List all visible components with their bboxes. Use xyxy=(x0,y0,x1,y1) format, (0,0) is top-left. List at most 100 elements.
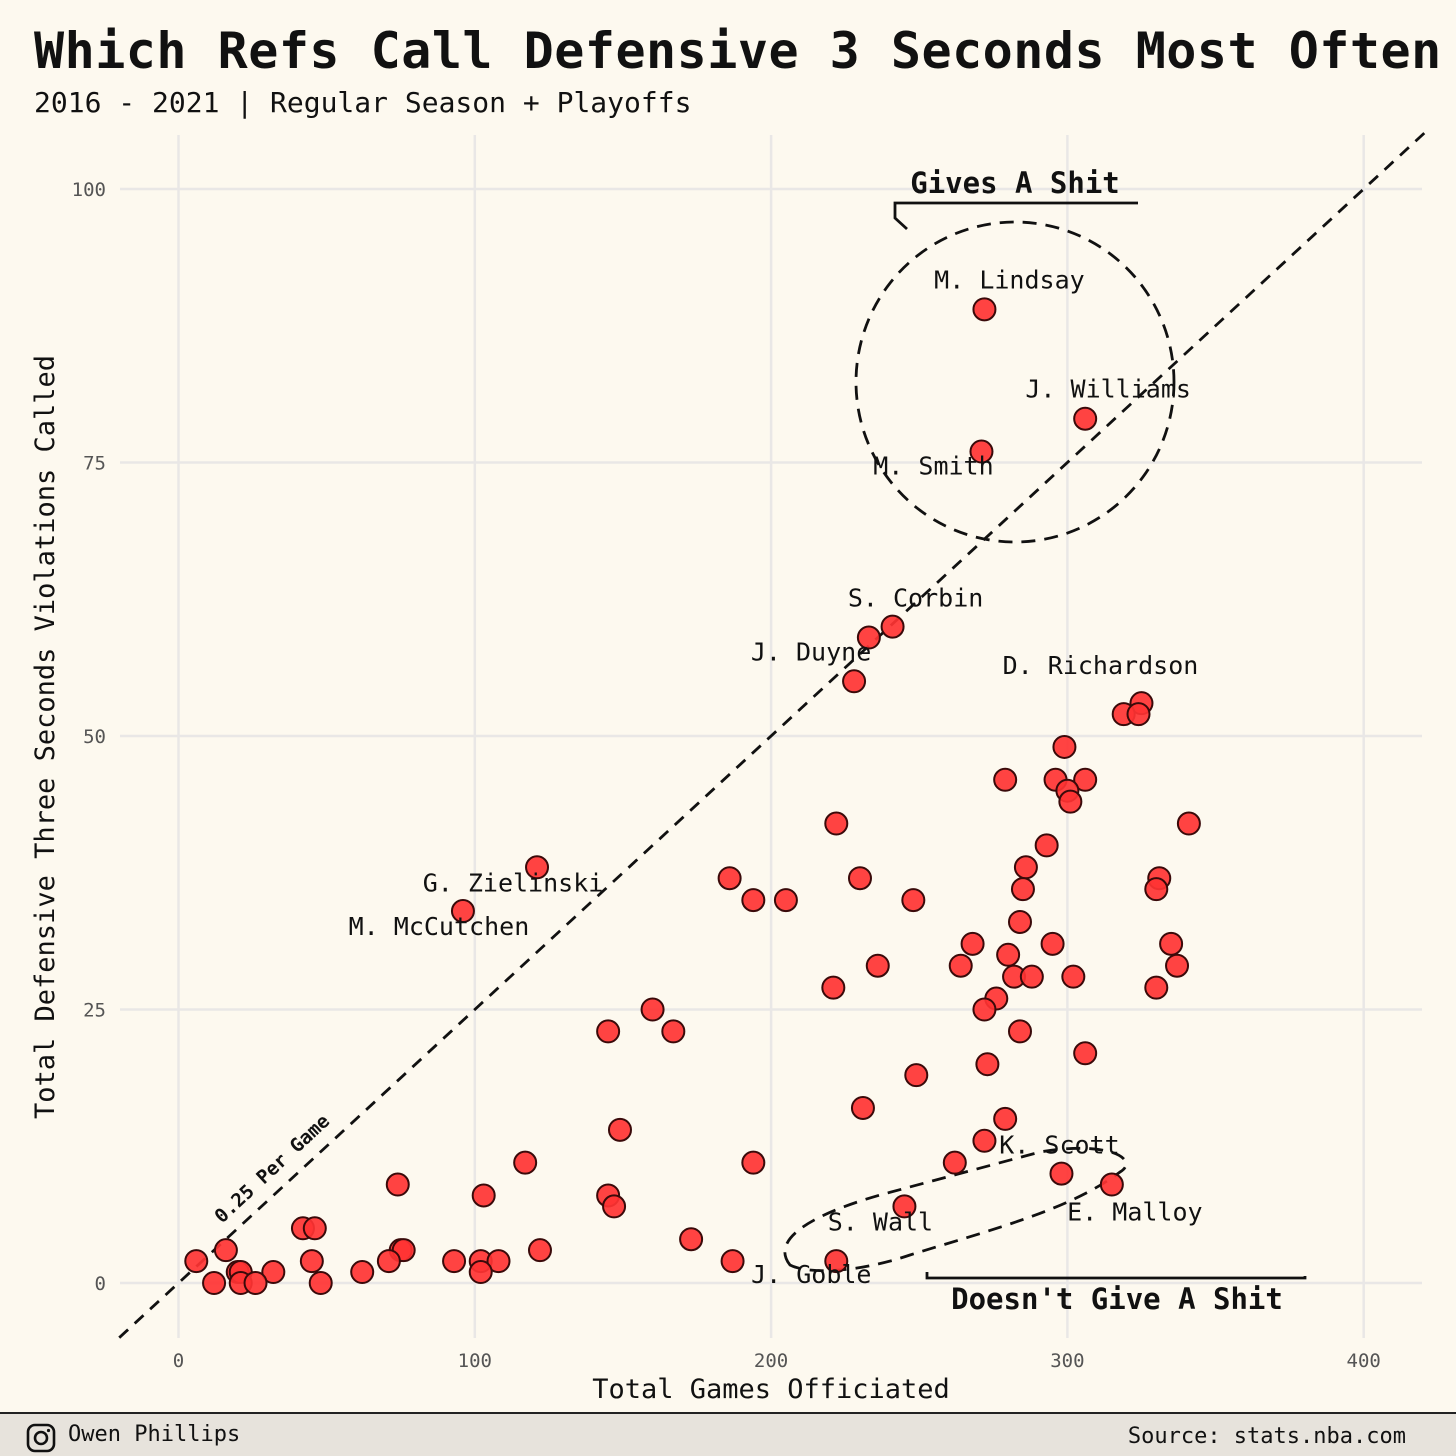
data-point xyxy=(213,1238,238,1263)
data-point xyxy=(468,1260,493,1285)
data-point xyxy=(679,1227,704,1252)
data-point xyxy=(1126,702,1151,727)
data-point xyxy=(1007,1019,1032,1044)
data-point xyxy=(865,953,890,978)
doesnt-bracket xyxy=(925,1272,1307,1280)
data-point xyxy=(993,767,1018,792)
reference-line xyxy=(118,130,1427,1339)
scatter-chart: 0 100 200 300 400 0 25 50 75 100 M. Lindsay J. Wil… xyxy=(30,130,1427,1405)
data-point xyxy=(602,1194,627,1219)
data-point xyxy=(717,866,742,891)
gives-circle xyxy=(854,220,1176,544)
data-point xyxy=(1061,964,1086,989)
x-tick-label: 300 xyxy=(1050,1350,1084,1372)
data-point xyxy=(842,669,867,694)
data-point xyxy=(821,975,846,1000)
footer-bar: Owen Phillips Source: stats.nba.com xyxy=(0,1412,1456,1456)
data-point xyxy=(1007,909,1032,934)
point-label: G. Zielinski xyxy=(423,868,604,897)
point-label: K. Scott xyxy=(999,1131,1119,1160)
point-label: S. Corbin xyxy=(848,584,983,613)
doesnt-ellipse xyxy=(783,1146,1128,1273)
data-point xyxy=(948,953,973,978)
data-point xyxy=(972,297,997,322)
data-point xyxy=(261,1260,286,1285)
chart-title: Which Refs Call Defensive 3 Seconds Most… xyxy=(34,22,1442,80)
data-point xyxy=(1073,1041,1098,1066)
point-label: J. Williams xyxy=(1025,375,1191,404)
data-point xyxy=(350,1260,375,1285)
data-point xyxy=(376,1249,401,1274)
point-label: S. Wall xyxy=(828,1207,933,1236)
data-point xyxy=(773,888,798,913)
data-point xyxy=(880,614,905,639)
data-point xyxy=(486,1249,511,1274)
data-point xyxy=(824,811,849,836)
data-point xyxy=(607,1117,632,1142)
data-point xyxy=(824,1249,849,1274)
data-point xyxy=(741,1150,766,1175)
annotation-shapes xyxy=(783,201,1307,1280)
data-point xyxy=(385,1172,410,1197)
point-label: E. Malloy xyxy=(1067,1198,1202,1227)
data-point xyxy=(1013,855,1038,880)
x-tick-label: 100 xyxy=(458,1350,492,1372)
data-point xyxy=(1159,931,1184,956)
data-point xyxy=(741,888,766,913)
data-point xyxy=(1049,1161,1074,1186)
data-point xyxy=(1052,734,1077,759)
data-point xyxy=(856,625,881,650)
y-tick-label: 100 xyxy=(72,179,106,201)
point-label: M. Smith xyxy=(873,452,993,481)
x-tick-label: 400 xyxy=(1347,1350,1381,1372)
data-point xyxy=(972,1128,997,1153)
data-point xyxy=(661,1019,686,1044)
reference-line-label: 0.25 Per Game xyxy=(210,1110,334,1228)
point-label: J. Duyne xyxy=(751,637,871,666)
instagram-icon xyxy=(26,1423,56,1453)
data-point xyxy=(1165,953,1190,978)
point-label: J. Goble xyxy=(751,1260,871,1289)
data-point xyxy=(1034,833,1059,858)
data-point xyxy=(1176,811,1201,836)
data-point xyxy=(1099,1172,1124,1197)
data-point xyxy=(993,1106,1018,1131)
data-point xyxy=(1073,406,1098,431)
data-point xyxy=(850,1095,875,1120)
data-point xyxy=(442,1249,467,1274)
chart-subtitle: 2016 - 2021 | Regular Season + Playoffs xyxy=(34,86,692,119)
y-tick-label: 75 xyxy=(83,453,106,475)
y-tick-label: 0 xyxy=(95,1273,106,1295)
data-point xyxy=(996,942,1021,967)
y-axis-label: Total Defensive Three Seconds Violations… xyxy=(30,355,61,1119)
data-point xyxy=(308,1271,333,1295)
data-point xyxy=(969,439,994,464)
data-point xyxy=(904,1063,929,1088)
data-point xyxy=(1144,877,1169,902)
data-point xyxy=(1144,975,1169,1000)
x-axis-label: Total Games Officiated xyxy=(592,1374,950,1405)
footer-source: Source: stats.nba.com xyxy=(1127,1424,1406,1449)
data-point xyxy=(299,1249,324,1274)
footer-author: Owen Phillips xyxy=(68,1422,241,1447)
data-point xyxy=(513,1150,538,1175)
data-point xyxy=(1019,964,1044,989)
point-label: M. Lindsay xyxy=(934,265,1085,294)
data-point xyxy=(975,1052,1000,1077)
point-labels: M. Lindsay J. Williams M. Smith S. Corbin J.… xyxy=(349,265,1203,1289)
data-point xyxy=(527,1238,552,1263)
annotation-gives: Gives A Shit xyxy=(910,166,1120,200)
data-point xyxy=(202,1271,227,1295)
point-label: D. Richardson xyxy=(1003,651,1199,680)
gives-bracket xyxy=(893,201,1138,231)
data-point xyxy=(960,931,985,956)
y-tick-label: 50 xyxy=(83,726,106,748)
data-point xyxy=(243,1271,268,1295)
data-point xyxy=(596,1019,621,1044)
point-label: M. McCutchen xyxy=(349,912,530,941)
x-tick-label: 0 xyxy=(173,1350,184,1372)
data-point xyxy=(720,1249,745,1274)
y-tick-label: 25 xyxy=(83,1000,106,1022)
data-point xyxy=(1058,789,1083,814)
data-point xyxy=(942,1150,967,1175)
